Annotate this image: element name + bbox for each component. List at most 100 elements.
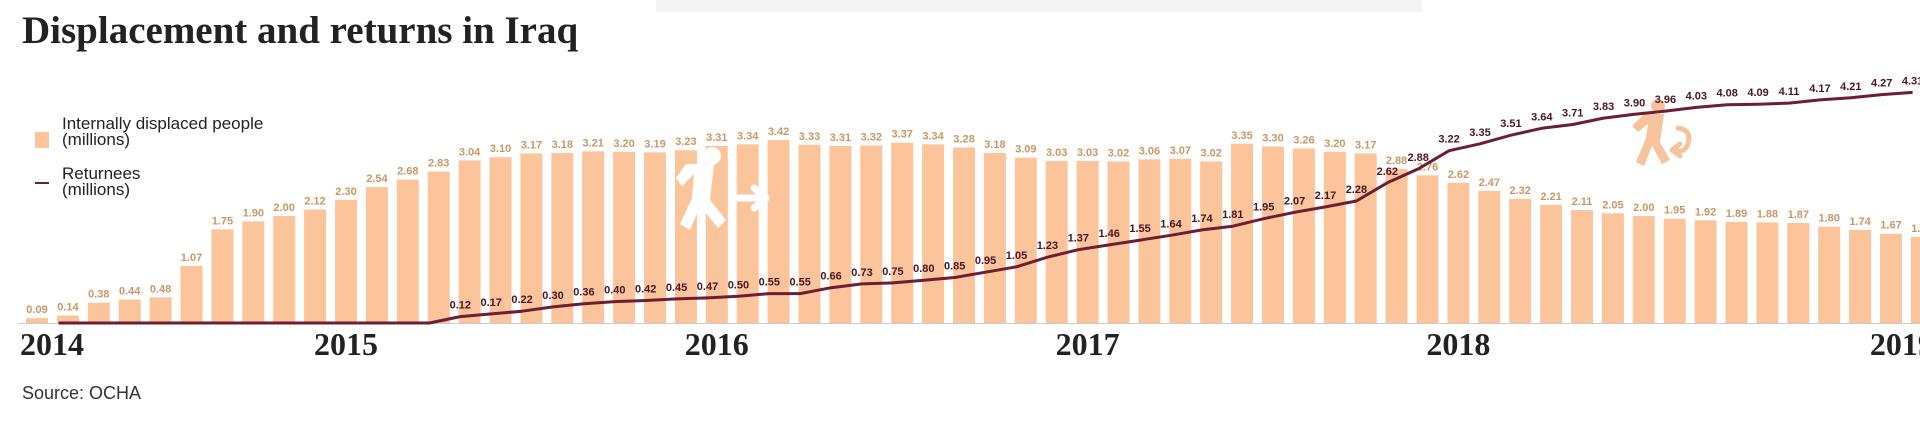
idp-bar-label: 3.19 <box>644 138 665 150</box>
returnees-label: 0.40 <box>604 285 625 297</box>
idp-bar-label: 2.30 <box>335 186 356 198</box>
idp-bar <box>520 153 543 323</box>
idp-bar <box>983 152 1006 323</box>
idp-bar <box>1540 204 1563 323</box>
idp-bar <box>304 209 327 323</box>
idp-bar-label: 3.20 <box>1324 138 1345 150</box>
idp-bar-label: 3.06 <box>1139 145 1160 157</box>
person-leaving-icon <box>676 147 770 230</box>
idp-bar-label: 2.11 <box>1572 196 1593 208</box>
idp-bar <box>211 229 234 323</box>
idp-bar-label: 1.61 <box>1911 223 1920 235</box>
returnees-label: 1.81 <box>1222 209 1243 221</box>
returnees-label: 3.83 <box>1593 101 1614 113</box>
legend-item-returnees: Returnees (millions) <box>28 164 342 198</box>
returnees-label: 1.95 <box>1253 202 1274 214</box>
idp-bar <box>1849 229 1872 323</box>
idp-bar <box>273 216 296 323</box>
person-returning-icon <box>1632 99 1692 166</box>
idp-bar-label: 1.07 <box>181 252 202 264</box>
idp-bar-label: 1.92 <box>1695 206 1716 218</box>
idp-bar <box>829 145 852 323</box>
returnees-label: 0.42 <box>635 284 656 296</box>
idp-bar <box>118 299 141 323</box>
idp-bar-label: 3.18 <box>552 139 573 151</box>
legend: Internally displaced people (millions) R… <box>28 115 348 198</box>
idp-bar-label: 3.34 <box>922 130 944 142</box>
year-label: 2019 <box>1870 326 1920 362</box>
returnees-label: 4.11 <box>1779 86 1800 98</box>
year-labels: 2014 2015 2016 2017 2018 2019 <box>20 326 1920 362</box>
returnees-label: 0.47 <box>697 281 718 293</box>
returnees-label: 1.05 <box>1006 250 1027 262</box>
idp-bar <box>1694 220 1717 323</box>
idp-bar-label: 1.80 <box>1818 213 1839 225</box>
idp-bar-label: 0.09 <box>26 304 47 316</box>
idp-bar <box>1354 153 1377 323</box>
idp-bar-label: 3.04 <box>459 146 481 158</box>
idp-bar <box>767 140 790 323</box>
idp-bar-label: 0.48 <box>150 283 171 295</box>
returnees-label: 3.22 <box>1438 134 1459 146</box>
idp-bar <box>1416 175 1439 323</box>
idp-bar-label: 1.87 <box>1788 209 1809 221</box>
idp-bar-label: 2.32 <box>1509 185 1530 197</box>
idp-bar <box>1601 213 1624 323</box>
year-label: 2016 <box>685 326 749 362</box>
idp-bar <box>705 145 728 323</box>
idp-bar-label: 2.54 <box>366 173 388 185</box>
returnees-label: 0.55 <box>789 277 810 289</box>
idp-bar-label: 3.07 <box>1170 145 1191 157</box>
idp-bar-label: 3.09 <box>1015 144 1036 156</box>
top-decorative-strip <box>656 0 1422 12</box>
returnees-label: 2.28 <box>1346 184 1367 196</box>
returnees-label: 4.03 <box>1686 90 1707 102</box>
idp-bar <box>922 144 945 323</box>
idp-bar <box>1756 222 1779 323</box>
idp-bar-label: 3.02 <box>1200 147 1221 159</box>
returnees-label: 1.55 <box>1129 223 1150 235</box>
idp-bar-labels: 0.09 0.14 0.38 0.44 0.48 1.07 1.75 1.90 2.00 2.12… <box>26 126 1920 316</box>
returnees-label: 0.80 <box>913 263 934 275</box>
idp-bar-label: 2.47 <box>1479 177 1500 189</box>
idp-bar <box>149 297 172 323</box>
idp-bar-label: 2.83 <box>428 158 449 170</box>
idp-bar <box>1138 159 1161 323</box>
idp-bar-label: 3.02 <box>1108 147 1129 159</box>
idp-bar <box>644 152 666 323</box>
returnees-label: 0.22 <box>511 294 532 306</box>
idp-bar-label: 3.23 <box>675 136 696 148</box>
idp-bar <box>1787 223 1810 323</box>
idp-bar <box>582 151 605 323</box>
idp-bar <box>613 151 636 323</box>
idp-bar <box>489 157 512 323</box>
idp-bar <box>1818 226 1841 323</box>
idp-bar <box>674 150 697 323</box>
returnees-label: 1.74 <box>1191 213 1213 225</box>
idp-bar <box>458 160 481 323</box>
idp-bar <box>1076 160 1099 323</box>
idp-bar-label: 2.88 <box>1386 155 1407 167</box>
returnees-label: 3.71 <box>1562 108 1583 120</box>
idp-bar <box>1509 198 1532 323</box>
idp-bar <box>1880 233 1902 323</box>
idp-bar-label: 3.21 <box>582 137 603 149</box>
idp-bar <box>1385 168 1408 323</box>
returnees-label: 4.21 <box>1840 81 1861 93</box>
idp-bar <box>427 171 450 323</box>
idp-bar-label: 3.42 <box>768 126 789 138</box>
idp-bars <box>26 140 1920 323</box>
year-label: 2018 <box>1426 326 1490 362</box>
idp-bar-label: 2.00 <box>1633 202 1654 214</box>
returnees-label: 4.09 <box>1747 87 1768 99</box>
legend-returnees-label-line1: Returnees <box>62 164 141 183</box>
idp-bar-label: 2.76 <box>1417 161 1438 173</box>
returnees-label: 3.51 <box>1500 118 1521 130</box>
returnees-label: 0.73 <box>851 267 872 279</box>
idp-bar <box>1200 161 1223 323</box>
idp-bar-label: 1.95 <box>1664 205 1685 217</box>
idp-bar <box>953 147 975 323</box>
idp-bar-label: 2.62 <box>1448 169 1469 181</box>
returnees-labels: 0.12 0.17 0.22 0.30 0.36 0.40 0.42 0.45 0.47 0.50… <box>450 75 1920 311</box>
idp-bar <box>1447 182 1470 323</box>
